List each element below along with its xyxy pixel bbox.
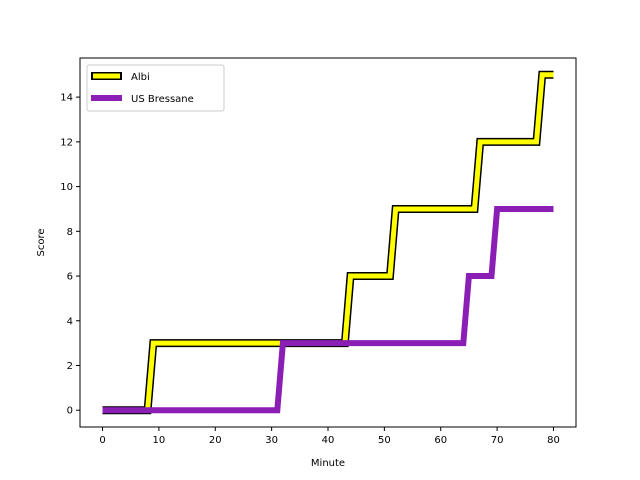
legend-label-us-bressane: US Bressane [131, 94, 194, 105]
x-tick-label: 30 [265, 435, 278, 446]
series-line-albi-outline [102, 70, 554, 415]
series-line-us-bressane [102, 206, 554, 414]
y-axis-ticks: 0 2 4 6 8 10 12 14 [60, 93, 80, 417]
y-tick-label: 4 [67, 316, 73, 327]
x-tick-label: 20 [209, 435, 222, 446]
legend-label-albi: Albi [131, 72, 150, 83]
y-tick-label: 2 [67, 361, 73, 372]
y-tick-label: 10 [60, 182, 73, 193]
x-tick-label: 70 [491, 435, 504, 446]
legend: Albi US Bressane [86, 64, 225, 112]
x-tick-label: 50 [378, 435, 391, 446]
y-tick-label: 8 [67, 227, 73, 238]
y-tick-label: 12 [60, 137, 73, 148]
y-axis-label: Score [36, 228, 47, 256]
x-tick-label: 60 [434, 435, 447, 446]
y-tick-label: 14 [60, 93, 73, 104]
x-axis-label: Minute [311, 458, 345, 469]
x-tick-label: 0 [99, 435, 105, 446]
plot-lines [102, 70, 554, 415]
x-axis-ticks: 0 10 20 30 40 50 60 70 80 [99, 427, 560, 446]
series-line-albi [102, 72, 554, 413]
y-tick-label: 0 [67, 406, 73, 417]
x-tick-label: 10 [153, 435, 166, 446]
x-tick-label: 80 [547, 435, 560, 446]
y-tick-label: 6 [67, 272, 73, 283]
x-tick-label: 40 [322, 435, 335, 446]
